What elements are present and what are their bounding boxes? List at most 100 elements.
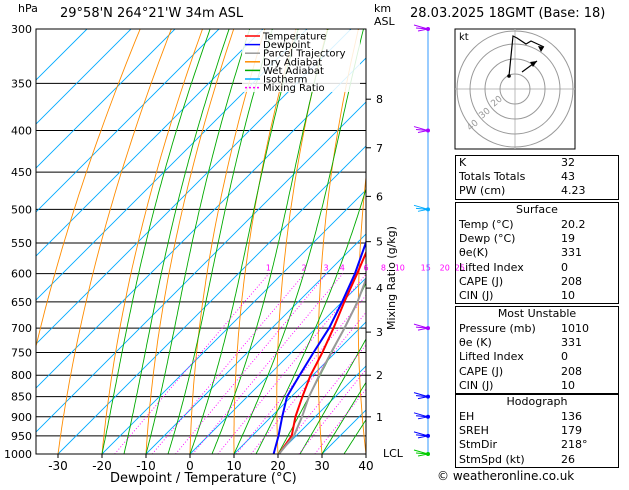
legend-label: Parcel Trajectory — [263, 49, 346, 60]
temp-tick-label: 10 — [226, 459, 241, 473]
legend-label: Dry Adiabat — [263, 57, 322, 68]
mixing-ratio-label: 3 — [324, 264, 329, 273]
mixing-ratio-label: 20 — [440, 264, 450, 273]
wet-adiabat-line — [299, 338, 366, 454]
km-unit-label: km — [374, 2, 391, 15]
temp-tick-label: 40 — [358, 459, 373, 473]
wind-barb — [413, 431, 430, 439]
legend-label: Wet Adiabat — [263, 66, 324, 77]
temp-tick-label: 20 — [270, 459, 285, 473]
most-unstable-panel: Most Unstable Pressure (mb) 1010 θe (K) 33… — [455, 306, 619, 394]
mixing-ratio-label: 4 — [340, 264, 345, 273]
isotherm-line — [233, 321, 366, 454]
dry-adiabat-line — [189, 29, 266, 454]
dry-adiabat-line — [233, 29, 297, 454]
mu-row-cin: CIN (J) 10 — [459, 378, 575, 392]
location-title: 29°58'N 264°21'W 34m ASL — [60, 6, 244, 21]
copyright-footer[interactable]: © weatheronline.co.uk — [437, 469, 575, 483]
hodograph-arrow-storm — [530, 61, 537, 67]
dry-adiabat-line — [36, 29, 141, 348]
pressure-tick-label: 850 — [11, 391, 32, 404]
legend-label: Dewpoint — [263, 40, 311, 51]
mixing-ratio-label: 25 — [455, 264, 465, 273]
km-tick-label: 6 — [376, 190, 383, 203]
surface-title: Surface — [516, 203, 558, 216]
hodograph-ring-30 — [469, 43, 561, 135]
parcel-trajectory-line — [278, 276, 366, 454]
mixing-ratio-label: 6 — [363, 264, 368, 273]
datetime-title: 28.03.2025 18GMT (Base: 18) — [410, 6, 605, 21]
km-tick-label: 7 — [376, 142, 383, 155]
km-tick-label: 2 — [376, 369, 383, 382]
wet-adiabat-line — [167, 29, 273, 454]
wet-adiabat-line — [145, 29, 251, 454]
wind-barb — [413, 24, 430, 32]
legend-label: Isotherm — [263, 75, 307, 86]
pressure-tick-label: 1000 — [4, 448, 32, 461]
index-row-k: K 32 — [459, 156, 575, 169]
mu-row-pressure: Pressure (mb) 1010 — [459, 322, 589, 335]
isotherm-line — [36, 29, 308, 301]
hodograph-trace — [508, 35, 545, 77]
surface-row-cin: CIN (J) 10 — [459, 288, 575, 302]
index-row-pw: PW (cm) 4.23 — [459, 184, 586, 198]
km-tick-label: 8 — [376, 93, 383, 106]
mixing-ratio-label: 2 — [302, 264, 307, 273]
mixing-ratio-label: 10 — [395, 264, 405, 273]
mixing-ratio-label: 1 — [266, 264, 271, 273]
index-row-totals: Totals Totals 43 — [459, 170, 575, 184]
p-unit-label: hPa — [18, 2, 38, 15]
surface-row-thetae: θe(K) 331 — [459, 246, 582, 260]
pressure-tick-label: 950 — [11, 430, 32, 443]
mixing-ratio-line — [151, 273, 305, 454]
temp-tick-label: -20 — [92, 459, 112, 473]
isotherm-line — [145, 233, 366, 454]
isotherm-line — [36, 101, 366, 433]
surface-panel: Surface Temp (°C) 20.2 Dewp (°C) 19 θe(K) 3… — [455, 202, 619, 305]
dewpoint-line — [272, 239, 366, 454]
dry-adiabat-line — [397, 29, 421, 454]
surface-row-lifted: Lifted Index 0 — [459, 260, 568, 274]
mixing-ratio-axis-label: Mixing Ratio (g/kg) — [385, 226, 398, 330]
pressure-tick-label: 450 — [11, 166, 32, 179]
mu-row-lifted: Lifted Index 0 — [459, 350, 568, 364]
hodo-row-eh: EH 136 — [459, 410, 582, 423]
dry-adiabat-line — [57, 29, 172, 454]
temp-tick-label: -10 — [136, 459, 156, 473]
hodograph-ring-40 — [456, 30, 574, 148]
pressure-tick-label: 800 — [11, 369, 32, 382]
hodograph-panel: Hodograph EH 136 SREH 179 StmDir 218° StmSp… — [455, 394, 619, 468]
km-tick-label: 3 — [376, 326, 383, 339]
pressure-tick-label: 900 — [11, 411, 32, 424]
wet-adiabat-line — [255, 187, 366, 454]
indices-panel: K 32 Totals Totals 43 PW (cm) 4.23 — [455, 155, 619, 200]
isotherm-line — [189, 277, 366, 454]
wind-barb — [413, 449, 430, 457]
pressure-tick-label: 650 — [11, 296, 32, 309]
hodograph-plot: kt 40 30 20 — [454, 28, 576, 150]
dry-adiabat-line — [435, 29, 454, 454]
wind-barb — [413, 126, 430, 134]
wind-barb — [413, 412, 430, 420]
hodo-row-stmspd: StmSpd (kt) 26 — [459, 452, 575, 466]
hodograph-title: Hodograph — [506, 395, 568, 408]
isotherm-line — [36, 57, 366, 389]
dry-adiabat-line — [145, 29, 235, 454]
isotherm-line — [57, 145, 366, 454]
mixing-ratio-line — [192, 273, 344, 454]
pressure-tick-label: 750 — [11, 346, 32, 359]
wind-barb — [413, 392, 430, 400]
hodo-row-sreh: SREH 179 — [459, 424, 582, 438]
km-tick-label: 1 — [376, 411, 383, 424]
hodograph-kt-label: kt — [459, 32, 469, 43]
temperature-line — [278, 250, 366, 454]
km-tick-label: 4 — [376, 282, 383, 295]
legend-label: Mixing Ratio — [263, 83, 325, 94]
pressure-tick-label: 400 — [11, 125, 32, 138]
legend-label: Temperature — [262, 32, 326, 43]
hodo-row-stmdir: StmDir 218° — [459, 438, 588, 452]
surface-row-cape: CAPE (J) 208 — [459, 274, 582, 288]
asl-unit-label: ASL — [374, 15, 396, 28]
